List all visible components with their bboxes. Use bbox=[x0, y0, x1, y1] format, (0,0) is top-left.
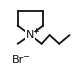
Text: −: − bbox=[22, 52, 29, 61]
Text: Br: Br bbox=[11, 55, 24, 65]
Text: +: + bbox=[33, 27, 39, 36]
Text: N: N bbox=[26, 30, 35, 40]
